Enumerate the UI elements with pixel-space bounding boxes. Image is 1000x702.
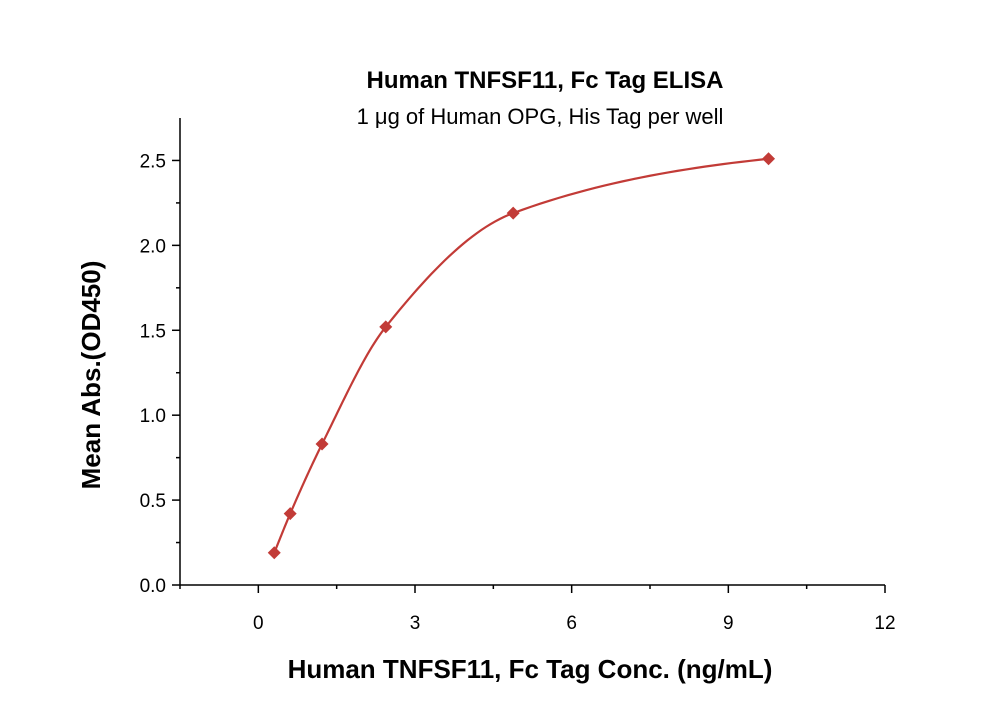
data-point-marker: [283, 507, 297, 521]
data-point-marker: [315, 437, 329, 451]
x-axis-label: Human TNFSF11, Fc Tag Conc. (ng/mL): [288, 654, 773, 684]
y-tick-label: 2.5: [140, 151, 166, 172]
chart-title: Human TNFSF11, Fc Tag ELISA: [367, 67, 724, 94]
y-tick-label: 1.0: [140, 406, 166, 427]
y-axis-label: Mean Abs.(OD450): [76, 261, 106, 490]
points-layer: [267, 152, 776, 560]
axes: [179, 118, 885, 586]
y-tick-label: 0.0: [140, 576, 166, 597]
fit-curve: [273, 157, 769, 554]
data-point-marker: [506, 206, 520, 220]
y-tick-label: 1.5: [140, 321, 166, 342]
data-point-marker: [267, 546, 281, 560]
x-tick-label: 6: [566, 613, 577, 634]
ticks: 0.0 0.5 1.0 1.5 2.0 2.5 0 3 6 9 12: [140, 151, 896, 634]
x-tick-label: 0: [253, 613, 264, 634]
y-tick-label: 2.0: [140, 236, 166, 257]
data-point-marker: [379, 320, 393, 334]
x-tick-label: 9: [723, 613, 734, 634]
data-point-marker: [762, 152, 776, 166]
chart-subtitle: 1 μg of Human OPG, His Tag per well: [357, 104, 724, 129]
y-tick-label: 0.5: [140, 491, 166, 512]
x-tick-label: 12: [874, 613, 895, 634]
fit-curve-layer: [273, 157, 769, 554]
x-tick-label: 3: [410, 613, 421, 634]
